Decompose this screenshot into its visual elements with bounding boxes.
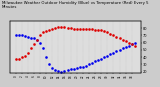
Text: Milwaukee Weather Outdoor Humidity (Blue) vs Temperature (Red) Every 5 Minutes: Milwaukee Weather Outdoor Humidity (Blue…	[2, 1, 148, 9]
